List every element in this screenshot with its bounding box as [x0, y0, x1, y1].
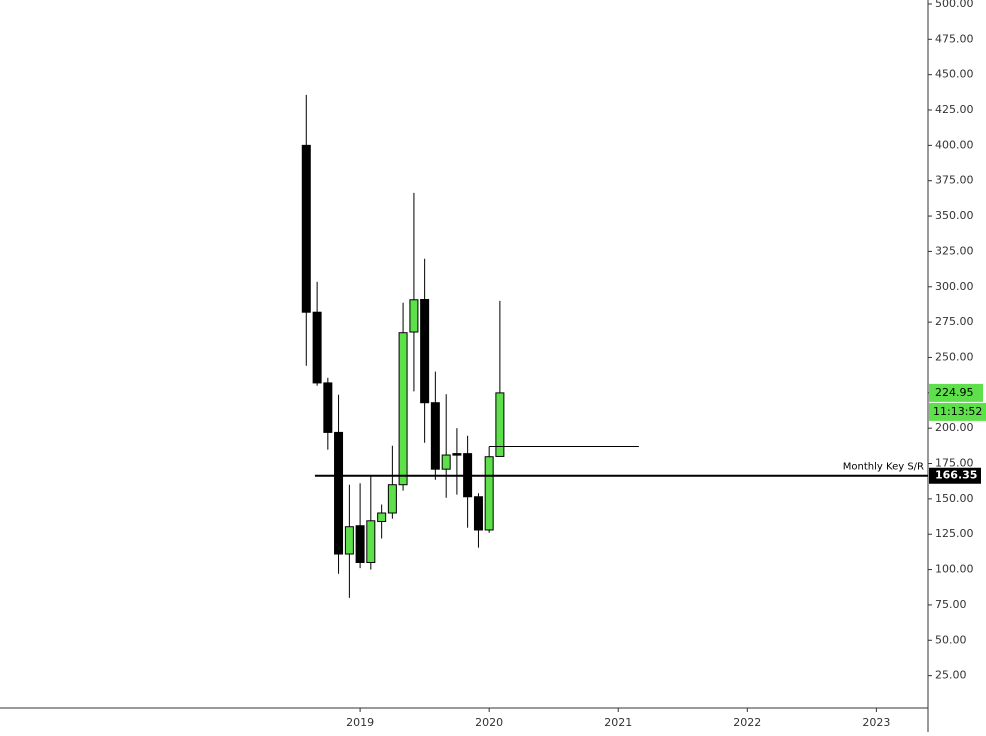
last-price-box [929, 383, 983, 402]
y-tick-label: 500.00 [935, 0, 974, 10]
y-tick-label: 75.00 [935, 598, 967, 611]
candle-body [398, 332, 408, 486]
candle-body [420, 298, 430, 404]
y-tick-label: 50.00 [935, 633, 967, 646]
level-price-label: 166.35 [935, 469, 977, 482]
candle-body [355, 525, 365, 563]
y-tick-label: 300.00 [935, 280, 974, 293]
candle-body [409, 299, 419, 333]
y-tick-label: 275.00 [935, 315, 974, 328]
y-tick-label: 325.00 [935, 244, 974, 257]
candle-body [323, 382, 333, 433]
y-tick-label: 350.00 [935, 209, 974, 222]
last-price-label: 224.95 [935, 386, 974, 399]
y-tick-label: 400.00 [935, 138, 974, 151]
y-tick-label: 425.00 [935, 103, 974, 116]
y-tick-label: 450.00 [935, 68, 974, 81]
candle-body [452, 453, 462, 456]
candle-body [484, 456, 494, 531]
countdown-box [929, 402, 986, 421]
candle-body [473, 496, 483, 531]
countdown-label: 11:13:52 [933, 405, 982, 418]
candle-body [334, 431, 344, 555]
candle-body [366, 520, 376, 563]
x-tick-label: 2021 [604, 716, 632, 729]
y-tick-label: 175.00 [935, 457, 974, 470]
y-tick-label: 250.00 [935, 350, 974, 363]
x-tick-label: 2019 [346, 716, 374, 729]
y-tick-label: 200.00 [935, 421, 974, 434]
candle-body [344, 526, 354, 555]
y-tick-label: 375.00 [935, 174, 974, 187]
y-tick-label: 25.00 [935, 669, 967, 682]
candle-body [430, 402, 440, 470]
x-tick-label: 2022 [733, 716, 761, 729]
x-tick-label: 2020 [475, 716, 503, 729]
candle-body [387, 484, 397, 514]
level-price-box [929, 467, 981, 484]
y-tick-label: 150.00 [935, 492, 974, 505]
candle-body [441, 454, 451, 470]
y-tick-label: 125.00 [935, 527, 974, 540]
candle-body [301, 144, 311, 313]
candle-body [495, 392, 505, 457]
candle-body [312, 311, 322, 384]
level-label: Monthly Key S/R [843, 462, 924, 473]
x-tick-label: 2023 [862, 716, 890, 729]
y-tick-label: 475.00 [935, 32, 974, 45]
y-tick-label: 100.00 [935, 563, 974, 576]
candle-body [377, 512, 387, 522]
